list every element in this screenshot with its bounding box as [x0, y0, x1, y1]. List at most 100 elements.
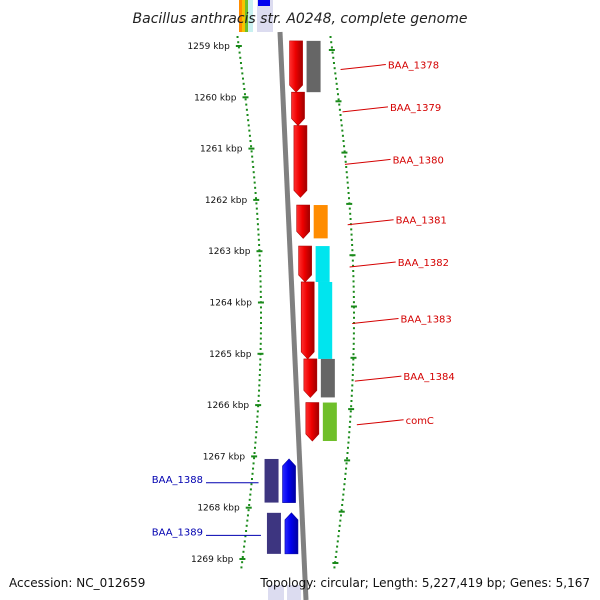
track-dot — [259, 270, 262, 272]
track-dot — [342, 140, 345, 142]
track-dot — [249, 488, 252, 491]
gene-label[interactable]: BAA_1380 — [393, 155, 444, 166]
track-dot — [259, 290, 262, 293]
track-dot — [258, 254, 261, 257]
track-dot — [350, 400, 353, 402]
track-dot — [250, 478, 253, 480]
track-dot — [249, 493, 252, 496]
gene-label[interactable]: BAA_1382 — [398, 258, 449, 269]
track-dot — [250, 150, 253, 153]
track-dot — [254, 441, 257, 444]
track-dot — [251, 472, 254, 475]
track-dot — [350, 405, 353, 408]
track-dot — [350, 233, 353, 236]
track-dot — [352, 296, 355, 298]
gene-track — [264, 40, 337, 600]
gene-label[interactable]: BAA_1384 — [403, 372, 454, 383]
track-dot — [346, 457, 349, 460]
track-dot — [253, 176, 256, 179]
track-dot — [345, 166, 348, 168]
scale-tick-label: 1262 kbp — [205, 196, 248, 206]
track-dot — [257, 228, 260, 231]
track-dot — [239, 62, 242, 64]
track-dot — [258, 379, 261, 382]
track-dot — [257, 400, 260, 402]
track-dot — [349, 420, 352, 423]
track-dot — [258, 368, 261, 371]
gene-label-leader — [340, 64, 386, 71]
track-dot — [352, 363, 355, 366]
gene-arrow[interactable] — [291, 91, 305, 126]
gene-label[interactable]: BAA_1378 — [388, 61, 439, 72]
track-dot — [248, 498, 251, 501]
gene-arrow[interactable] — [293, 125, 308, 198]
gene-label[interactable]: BAA_1388 — [152, 475, 203, 486]
gc-content-dotted-track — [236, 36, 355, 569]
track-dot — [241, 77, 244, 80]
track-dot — [259, 337, 262, 340]
track-dot — [351, 384, 354, 387]
accession-text: Accession: NC_012659 — [9, 576, 145, 590]
scale-tick-label: 1263 kbp — [208, 247, 251, 257]
cog-box — [320, 358, 335, 398]
gene-arrow[interactable] — [298, 245, 312, 283]
track-dot — [331, 51, 334, 54]
gene-arrow[interactable] — [284, 512, 299, 555]
gene-label[interactable]: BAA_1389 — [152, 527, 203, 538]
track-dot — [349, 410, 352, 413]
gene-arrow[interactable] — [296, 204, 310, 239]
track-dot — [254, 192, 257, 194]
track-dot — [255, 197, 258, 200]
track-dot — [239, 56, 242, 59]
track-dot — [347, 441, 350, 444]
track-dot — [255, 207, 258, 210]
track-dot — [329, 36, 332, 38]
track-dot — [250, 483, 253, 486]
track-dot — [236, 36, 239, 38]
track-dot — [352, 358, 355, 361]
gene-label[interactable]: BAA_1381 — [396, 216, 447, 227]
track-dot — [258, 244, 261, 246]
backbone-line — [277, 31, 309, 600]
track-dot — [244, 535, 247, 538]
track-dot — [348, 426, 351, 428]
cog-box — [322, 402, 337, 442]
gene-label[interactable]: BAA_1379 — [390, 103, 441, 114]
gene-label-leader — [347, 219, 394, 226]
track-dot — [350, 228, 353, 231]
track-dot — [340, 119, 343, 122]
track-dot — [245, 530, 248, 532]
gene-arrow[interactable] — [289, 40, 303, 93]
gene-label[interactable]: comC — [406, 416, 434, 427]
track-dot — [332, 56, 335, 59]
gene-arrow[interactable] — [305, 402, 320, 442]
track-dot — [245, 524, 248, 527]
cog-box — [306, 40, 321, 93]
scale-tick-label: 1267 kbp — [203, 452, 246, 462]
track-dot — [247, 124, 250, 127]
track-dot — [257, 238, 260, 241]
gene-label-leader — [349, 261, 396, 268]
track-dot — [253, 446, 256, 449]
gene-label[interactable]: BAA_1383 — [401, 314, 452, 325]
gene-label-leader — [354, 375, 402, 382]
cog-box — [313, 205, 328, 239]
track-dot — [246, 114, 249, 116]
gene-arrow[interactable] — [303, 358, 318, 398]
track-dot — [241, 72, 244, 75]
track-dot — [334, 556, 337, 558]
scale-tick-label: 1268 kbp — [197, 504, 240, 514]
track-dot — [243, 545, 246, 548]
track-dot — [240, 67, 243, 70]
track-dot — [255, 426, 258, 428]
gene-arrow[interactable] — [282, 458, 296, 503]
track-dot — [259, 296, 262, 298]
cog-box — [266, 512, 281, 554]
scale-tick-label: 1269 kbp — [191, 555, 234, 565]
track-dot — [350, 394, 353, 397]
gene-label-leader — [342, 106, 388, 113]
track-dot — [351, 368, 354, 371]
track-dot — [347, 436, 350, 439]
track-dot — [346, 446, 349, 449]
gene-arrow[interactable] — [300, 281, 315, 360]
